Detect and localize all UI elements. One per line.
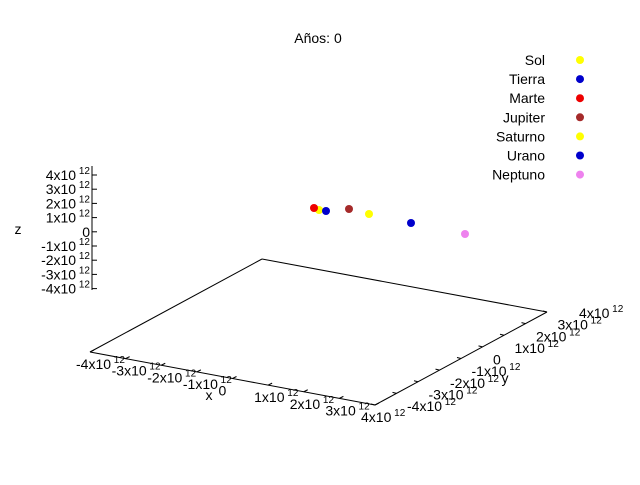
axes-box [89,166,548,406]
y-tick-mark [521,322,526,325]
x-tick-label: 0 [219,383,227,399]
y-tick-label: 4x10 12 [579,304,624,321]
x-tick-mark [339,395,344,399]
legend-label: Tierra [509,71,545,87]
y-axis-label: y [502,370,509,386]
z-axis-label: z [15,221,22,237]
legend-marker [576,170,584,179]
y-tick-mark [392,391,397,394]
x-tick-mark [303,389,308,393]
back-x-axis-line [261,258,548,313]
legend-marker [576,151,584,160]
legend-marker [576,132,584,141]
x-tick-mark [196,369,202,373]
x-axis-label: x [206,387,213,403]
chart-title: Años: 0 [294,30,342,46]
data-point-marte [310,204,318,212]
legend: Sol Tierra Marte Jupiter Saturno Urano Neptuno [492,52,584,183]
z-tick-label: -4x10 12 [41,280,90,297]
legend-marker [576,113,584,122]
legend-label: Neptuno [492,167,545,183]
data-point-saturno [365,210,373,218]
y-tick-mark [435,368,440,371]
x-tick-mark [232,376,237,379]
legend-label: Sol [525,52,545,68]
legend-marker [576,56,584,64]
legend-label: Saturno [496,128,545,144]
data-points [310,204,469,238]
y-tick-mark [413,380,419,383]
x-tick-mark [374,402,380,406]
y-tick-mark [456,357,462,359]
y-tick-mark [499,333,505,336]
x-tick-mark [89,349,95,353]
x-tick-mark [161,362,166,366]
legend-marker [576,94,584,103]
data-point-urano [407,219,415,227]
y-tick-mark [542,310,548,313]
data-point-jupiter [345,205,353,213]
legend-label: Urano [507,148,545,164]
y-tick-mark [370,403,376,406]
x-tick-mark [125,356,130,360]
y-tick-mark [478,345,483,348]
y-tick-label: 0 [493,352,501,368]
legend-label: Jupiter [503,109,545,125]
data-point-tierra [322,207,330,215]
back-y-axis-line [89,258,263,353]
z-tick-label: 0 [82,224,90,240]
x-tick-mark [267,382,273,386]
data-point-neptuno [461,230,469,238]
legend-label: Marte [509,90,545,106]
legend-marker [576,75,584,84]
x-tick-label: 4x10 12 [361,408,406,425]
